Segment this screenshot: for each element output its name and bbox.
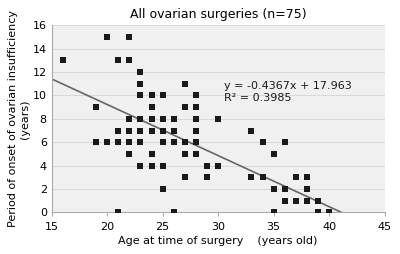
Point [115,140,122,144]
Point [259,175,266,179]
Point [204,164,210,168]
Point [282,187,288,191]
Point [137,82,144,86]
Y-axis label: Period of onset of ovarian insufficiency
(years): Period of onset of ovarian insufficiency… [8,10,30,227]
Point [248,175,255,179]
Point [182,82,188,86]
Point [304,199,310,203]
Point [270,187,277,191]
Point [148,129,155,133]
Point [193,129,199,133]
Point [259,140,266,144]
Point [215,164,221,168]
Point [160,117,166,121]
Point [126,58,132,62]
Point [193,152,199,156]
Point [126,129,132,133]
Point [204,175,210,179]
Point [170,140,177,144]
Point [170,211,177,215]
Point [160,93,166,98]
Point [104,35,110,39]
Point [104,140,110,144]
Point [137,164,144,168]
Point [137,140,144,144]
Point [126,117,132,121]
Point [270,152,277,156]
Point [326,211,332,215]
Point [282,140,288,144]
Point [148,105,155,109]
Point [304,187,310,191]
Point [304,175,310,179]
Point [148,117,155,121]
Point [248,129,255,133]
Point [193,105,199,109]
Point [126,140,132,144]
Point [315,211,321,215]
Point [193,117,199,121]
Point [282,187,288,191]
Point [137,70,144,74]
Point [193,140,199,144]
Point [148,93,155,98]
X-axis label: Age at time of surgery    (years old): Age at time of surgery (years old) [118,236,318,246]
Point [93,140,99,144]
Point [170,117,177,121]
Point [115,211,122,215]
Point [182,140,188,144]
Point [137,164,144,168]
Point [215,117,221,121]
Point [315,199,321,203]
Point [326,211,332,215]
Point [137,117,144,121]
Point [160,140,166,144]
Point [293,175,299,179]
Point [160,187,166,191]
Point [126,152,132,156]
Point [282,199,288,203]
Point [115,129,122,133]
Point [148,164,155,168]
Point [270,211,277,215]
Point [137,129,144,133]
Point [193,93,199,98]
Title: All ovarian surgeries (n=75): All ovarian surgeries (n=75) [130,8,306,21]
Point [160,164,166,168]
Point [115,58,122,62]
Point [293,199,299,203]
Point [182,105,188,109]
Point [137,93,144,98]
Text: y = -0.4367x + 17.963
R² = 0.3985: y = -0.4367x + 17.963 R² = 0.3985 [224,82,352,103]
Point [160,129,166,133]
Point [126,35,132,39]
Point [60,58,66,62]
Point [182,175,188,179]
Point [182,152,188,156]
Point [148,152,155,156]
Point [160,164,166,168]
Point [93,105,99,109]
Point [170,129,177,133]
